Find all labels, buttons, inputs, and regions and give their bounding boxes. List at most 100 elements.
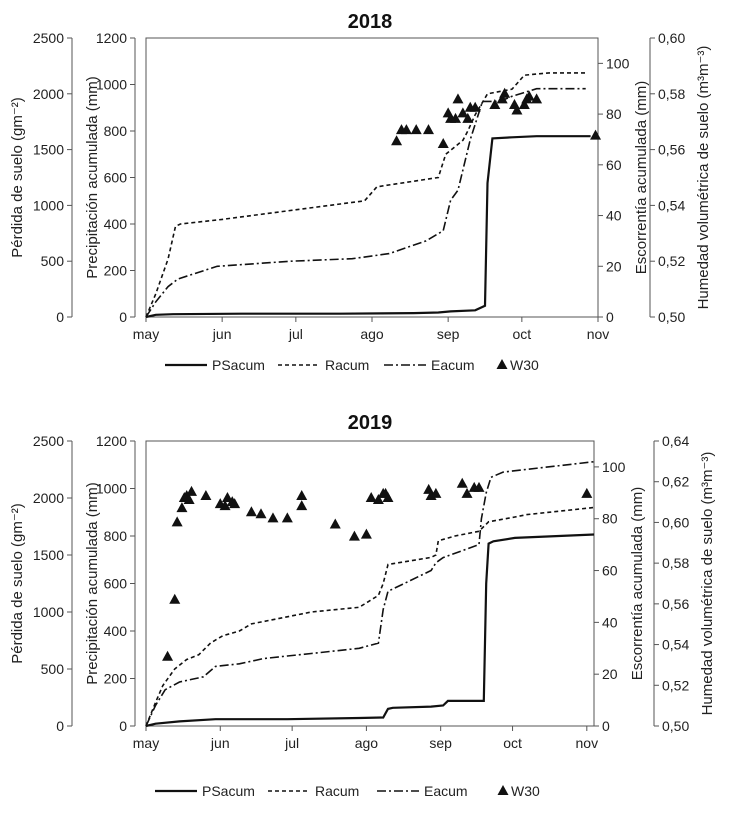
x-tick-label-oct: oct [503, 735, 522, 751]
soil-loss-tick-label: 2500 [33, 30, 64, 46]
w30-point [473, 481, 485, 492]
w30-point [423, 124, 434, 135]
w30-point [360, 528, 372, 539]
w30-point [229, 498, 241, 509]
legend-swatch-w30 [496, 359, 508, 369]
w30-point [245, 506, 257, 517]
soil-loss-tick-label: 1500 [33, 142, 64, 158]
x-tick-label-may: may [133, 326, 159, 342]
soil-loss-tick-label: 2000 [33, 86, 64, 102]
precipitation-tick-label: 200 [104, 671, 128, 687]
x-tick-label-nov: nov [587, 326, 610, 342]
w30-point [365, 492, 377, 502]
w30-point [461, 487, 473, 498]
soil-moisture-axis-title: Humedad volumétrica de suelo (m³m⁻³) [699, 452, 716, 716]
x-tick-label-ago: ago [355, 735, 379, 751]
w30-point [523, 90, 535, 101]
soil-moisture-tick-label: 0,56 [662, 596, 689, 612]
w30-point [176, 502, 188, 513]
legend-swatch-w30 [497, 785, 509, 795]
w30-point [489, 98, 501, 109]
w30-point [171, 516, 183, 527]
precipitation-tick-label: 1200 [96, 433, 127, 449]
w30-point [221, 492, 233, 502]
runoff-tick-label: 20 [606, 258, 622, 274]
precipitation-tick-label: 0 [119, 718, 127, 734]
soil-moisture-tick-label: 0,52 [658, 253, 685, 269]
eacum-line [145, 87, 586, 318]
soil-moisture-tick-label: 0,64 [662, 433, 689, 449]
w30-point [183, 494, 195, 505]
legend-label-eacum: Eacum [424, 783, 468, 799]
x-tick-label-ago: ago [360, 326, 384, 342]
precipitation-tick-label: 0 [119, 309, 127, 325]
w30-point [423, 483, 435, 494]
soil-moisture-tick-label: 0,58 [658, 86, 685, 102]
w30-point [296, 489, 308, 500]
runoff-tick-label: 0 [606, 309, 614, 325]
w30-point [372, 494, 384, 505]
w30-point [267, 512, 279, 523]
runoff-axis-title: Escorrentía acumulada (mm) [633, 81, 650, 274]
x-tick-label-jun: jun [212, 326, 232, 342]
soil-loss-axis-title: Pérdida de suelo (gm⁻²) [9, 503, 26, 664]
soil-loss-axis-title: Pérdida de suelo (gm⁻²) [9, 97, 26, 258]
soil-loss-tick-label: 1500 [33, 547, 64, 563]
plot-area [145, 37, 599, 318]
w30-point [581, 487, 593, 498]
runoff-tick-label: 0 [602, 718, 610, 734]
soil-loss-tick-label: 500 [41, 661, 65, 677]
runoff-tick-label: 20 [602, 666, 618, 682]
precipitation-tick-label: 800 [104, 528, 128, 544]
runoff-tick-label: 60 [606, 157, 622, 173]
w30-point [162, 650, 174, 661]
precipitation-tick-label: 400 [104, 216, 128, 232]
w30-point [296, 500, 308, 511]
x-tick-label-oct: oct [513, 326, 532, 342]
runoff-tick-label: 100 [606, 55, 630, 71]
runoff-tick-label: 80 [602, 511, 618, 527]
runoff-axis-title: Escorrentía acumulada (mm) [629, 487, 646, 680]
x-tick-label-jun: jun [210, 735, 230, 751]
legend-label-psacum: PSacum [212, 357, 265, 373]
soil-moisture-tick-label: 0,56 [658, 142, 685, 158]
soil-loss-tick-label: 1000 [33, 604, 64, 620]
w30-point [590, 129, 602, 140]
legend-label-racum: Racum [315, 783, 359, 799]
soil-loss-tick-label: 2500 [33, 433, 64, 449]
w30-point [186, 485, 198, 496]
precipitation-tick-label: 1000 [96, 481, 127, 497]
w30-point [391, 135, 403, 146]
chart-title-2019: 2019 [348, 412, 393, 434]
legend-label-w30: W30 [511, 783, 540, 799]
racum-line [145, 72, 586, 318]
runoff-tick-label: 60 [602, 563, 618, 579]
legend-label-psacum: PSacum [202, 783, 255, 799]
w30-point [382, 492, 394, 502]
runoff-tick-label: 100 [602, 459, 626, 475]
w30-point [200, 489, 212, 500]
legend-label-racum: Racum [325, 357, 369, 373]
w30-point [219, 500, 231, 511]
x-tick-label-jul: jul [284, 735, 299, 751]
soil-moisture-axis-title: Humedad volumétrica de suelo (m³m⁻³) [695, 46, 712, 310]
soil-moisture-tick-label: 0,60 [658, 30, 685, 46]
w30-point [462, 112, 474, 123]
w30-point [255, 508, 267, 519]
soil-moisture-tick-label: 0,52 [662, 677, 689, 693]
precipitation-axis-title: Precipitación acumulada (mm) [84, 76, 101, 279]
plot-area [145, 440, 595, 727]
runoff-tick-label: 80 [606, 106, 622, 122]
soil-moisture-tick-label: 0,50 [662, 718, 689, 734]
w30-point [518, 98, 530, 109]
precipitation-tick-label: 400 [104, 623, 128, 639]
chart-panel-2018: may jun jul ago sep oct nov0500100015002000250… [9, 30, 712, 373]
w30-point [348, 530, 360, 541]
legend-label-eacum: Eacum [431, 357, 475, 373]
w30-point [430, 487, 442, 498]
runoff-tick-label: 40 [606, 208, 622, 224]
soil-moisture-tick-label: 0,54 [658, 197, 685, 213]
w30-point [511, 104, 523, 115]
soil-loss-tick-label: 0 [56, 309, 64, 325]
